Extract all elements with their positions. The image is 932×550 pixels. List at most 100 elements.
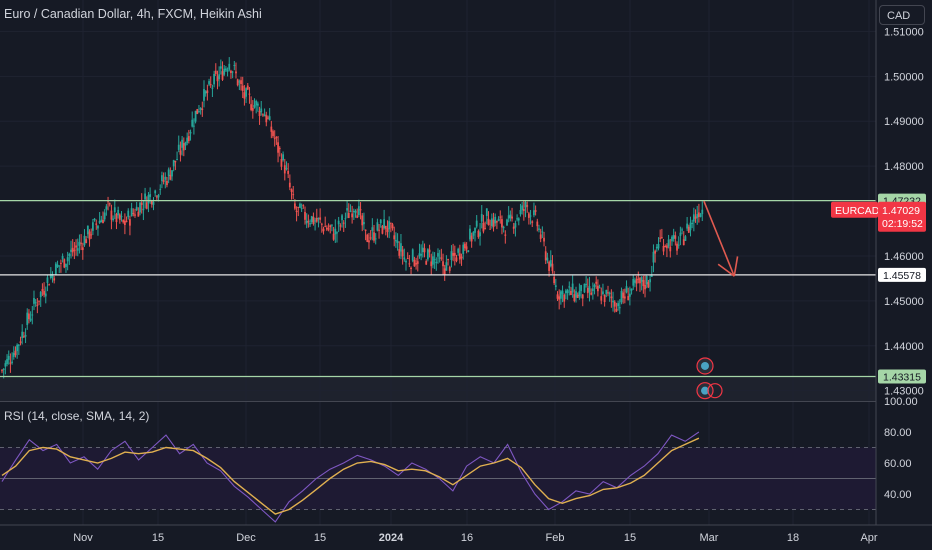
candle-body xyxy=(49,275,52,279)
candle-body xyxy=(117,209,120,216)
candle-body xyxy=(516,218,518,220)
candle-body xyxy=(647,282,650,288)
candle-body xyxy=(645,275,648,285)
candle-body xyxy=(258,111,261,117)
candle-body xyxy=(88,231,91,240)
candle-body xyxy=(598,287,601,289)
candle-body xyxy=(578,291,581,297)
candle-body xyxy=(290,189,293,192)
candle-body xyxy=(70,249,72,252)
candle-body xyxy=(166,180,168,186)
candle-body xyxy=(127,210,130,218)
candle-body xyxy=(585,283,588,285)
candle-body xyxy=(681,229,683,231)
event-markers[interactable] xyxy=(696,357,723,400)
candle-body xyxy=(292,194,295,196)
candle-body xyxy=(97,225,99,229)
candle-body xyxy=(502,226,505,229)
candle-body xyxy=(529,215,532,217)
support-resistance-levels xyxy=(0,200,876,378)
countdown-text: 02:19:52 xyxy=(882,218,923,230)
candle-body xyxy=(593,284,596,288)
candle-body xyxy=(489,228,492,230)
candle-body xyxy=(373,232,375,241)
candle-body xyxy=(288,182,291,188)
candle-body xyxy=(152,202,155,205)
arrow-head xyxy=(717,263,735,277)
candle-body xyxy=(246,85,249,90)
candle-body xyxy=(602,291,604,295)
candle-body xyxy=(53,278,56,281)
candle-body xyxy=(549,260,552,266)
last-price-text: 1.47029 xyxy=(882,205,920,217)
candle-body xyxy=(531,221,534,223)
rsi-tick-label: 40.00 xyxy=(884,489,912,501)
y-tick-label: 1.46000 xyxy=(884,251,924,263)
candle-body xyxy=(458,253,461,260)
candle-body xyxy=(267,117,269,119)
candle-body xyxy=(241,85,244,91)
candle-body xyxy=(474,227,476,233)
candle-body xyxy=(98,220,101,223)
candle-body xyxy=(51,274,54,278)
candle-body xyxy=(186,137,189,143)
candle-body xyxy=(450,251,453,261)
candle-body xyxy=(135,206,138,211)
candle-body xyxy=(100,219,103,223)
candle-body xyxy=(314,220,316,222)
candle-body xyxy=(672,234,675,239)
candle-body xyxy=(484,228,487,230)
candle-body xyxy=(169,174,172,180)
candle-body xyxy=(304,211,306,220)
y-tick-label: 1.45000 xyxy=(884,296,924,308)
candle-body xyxy=(139,202,141,213)
candle-body xyxy=(667,239,670,247)
candle-body xyxy=(408,263,411,265)
candle-body xyxy=(618,307,621,309)
candle-body xyxy=(583,283,586,293)
candle-body xyxy=(421,247,424,252)
candle-body xyxy=(519,210,522,215)
candle-body xyxy=(698,212,700,217)
candle-body xyxy=(536,221,539,227)
candle-body xyxy=(191,119,194,127)
candle-body xyxy=(145,202,148,209)
lower-zone-bg xyxy=(0,376,876,401)
level-price-text: 1.45578 xyxy=(883,270,921,282)
candle-body xyxy=(588,286,591,292)
candle-body xyxy=(376,222,379,231)
candle-body xyxy=(334,228,337,235)
currency-button[interactable]: CAD xyxy=(879,5,925,25)
candle-body xyxy=(204,91,207,94)
level-price-label xyxy=(878,369,926,384)
candle-body xyxy=(664,246,667,248)
candle-body xyxy=(501,219,503,228)
candle-body xyxy=(443,268,446,275)
candle-body xyxy=(538,228,540,230)
candle-body xyxy=(341,215,343,221)
rsi-ma-line xyxy=(1,437,700,515)
candle-body xyxy=(118,214,121,220)
candle-body xyxy=(255,101,258,106)
candle-body xyxy=(676,243,678,251)
candle-body xyxy=(637,278,640,280)
symbol-label-text: EURCAD xyxy=(835,205,880,217)
candle-body xyxy=(401,249,404,257)
candle-body xyxy=(346,208,348,211)
candle-body xyxy=(22,336,25,338)
candle-body xyxy=(243,92,246,99)
candle-body xyxy=(193,125,195,127)
candle-body xyxy=(368,240,370,243)
candle-body xyxy=(21,331,24,339)
level-price-label xyxy=(878,267,926,282)
candle-body xyxy=(44,293,47,297)
candle-body xyxy=(558,296,561,300)
candle-body xyxy=(295,210,298,213)
candle-body xyxy=(2,368,5,370)
candle-body xyxy=(597,285,599,292)
candle-body xyxy=(253,104,256,108)
candle-body xyxy=(26,312,29,325)
candle-body xyxy=(63,259,66,268)
candle-body xyxy=(674,235,677,239)
